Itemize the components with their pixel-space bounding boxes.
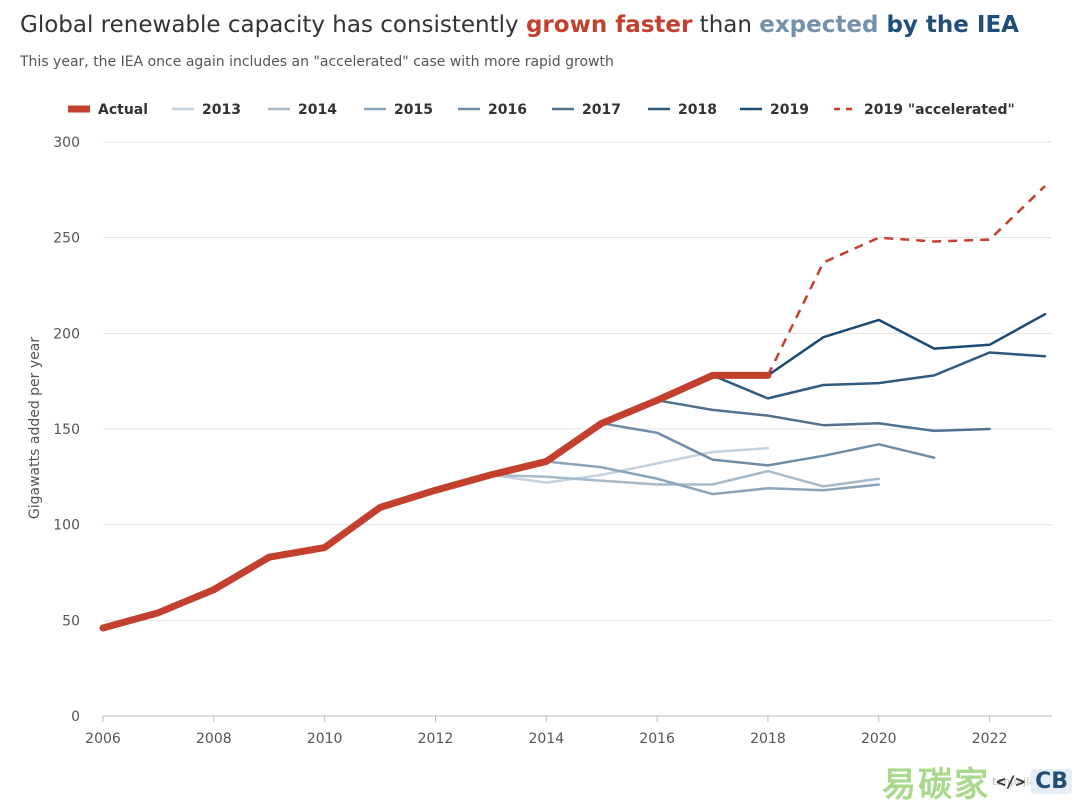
series-line-2019 (766, 312, 1047, 377)
series-line-2013 (489, 446, 770, 484)
x-tick-label-2018: 2018 (750, 731, 786, 747)
x-tick-label-2014: 2014 (528, 731, 564, 747)
x-tick-label-2020: 2020 (861, 731, 897, 747)
title-highlight-grown-faster: grown faster (525, 12, 693, 38)
y-axis: 0 50 100 150 200 250 300 (53, 135, 80, 725)
x-axis: 2006 2008 2010 2012 2014 2016 2018 2020 2022 (85, 716, 1007, 747)
series-line-actual (99, 371, 772, 632)
legend-label-4: 2016 (488, 102, 527, 118)
title-part-3: than (692, 12, 760, 38)
carbon-brief-logo: CB (1031, 769, 1072, 794)
watermark-site-text: tanjiajia (992, 775, 1036, 788)
legend-label-1: 2013 (202, 102, 241, 118)
chart-grid (103, 141, 1052, 717)
series-line-2016 (600, 422, 936, 467)
y-tick-label-100: 100 (53, 518, 80, 534)
x-tick-label-2008: 2008 (196, 731, 232, 747)
x-tick-label-2022: 2022 (972, 731, 1008, 747)
legend-label-8: 2019 "accelerated" (864, 102, 1015, 118)
y-tick-label-200: 200 (53, 326, 80, 342)
x-tick-label-2012: 2012 (418, 731, 454, 747)
y-tick-label-250: 250 (53, 231, 80, 247)
series-line-2019-accelerated (766, 185, 1046, 376)
legend-label-0: Actual (98, 102, 148, 118)
x-tick-label-2006: 2006 (85, 731, 121, 747)
y-axis-label: Gigawatts added per year (27, 337, 43, 519)
title-highlight-by-the-iea: by the IEA (886, 12, 1019, 38)
legend-label-6: 2018 (678, 102, 717, 118)
y-tick-label-300: 300 (53, 135, 80, 151)
legend-label-5: 2017 (582, 102, 621, 118)
series-line-2017 (655, 399, 991, 433)
chart-subtitle: This year, the IEA once again includes a… (20, 54, 614, 70)
series-line-2015 (545, 460, 881, 496)
x-tick-label-2016: 2016 (639, 731, 675, 747)
chart-title: Global renewable capacity has consistent… (20, 12, 1019, 38)
watermark-chinese-text: 易碳家 (882, 765, 991, 805)
code-icon: </> (996, 772, 1026, 791)
y-tick-label-50: 50 (62, 613, 80, 629)
x-tick-label-2010: 2010 (307, 731, 343, 747)
series-line-2018 (711, 351, 1047, 400)
chart-legend: Actual 2013 2014 2015 2016 2017 2018 2019 2019 "… (68, 102, 1015, 118)
title-highlight-expected: expected (759, 12, 887, 38)
legend-label-7: 2019 (770, 102, 809, 118)
series-line-2014 (489, 469, 881, 488)
chart-series (99, 185, 1047, 632)
title-part-1: Global renewable capacity has consistent… (20, 12, 526, 38)
y-tick-label-0: 0 (71, 709, 80, 725)
legend-label-2: 2014 (298, 102, 337, 118)
y-tick-label-150: 150 (53, 422, 80, 438)
watermark: 易碳家 </> CB (882, 757, 1072, 806)
legend-label-3: 2015 (394, 102, 433, 118)
